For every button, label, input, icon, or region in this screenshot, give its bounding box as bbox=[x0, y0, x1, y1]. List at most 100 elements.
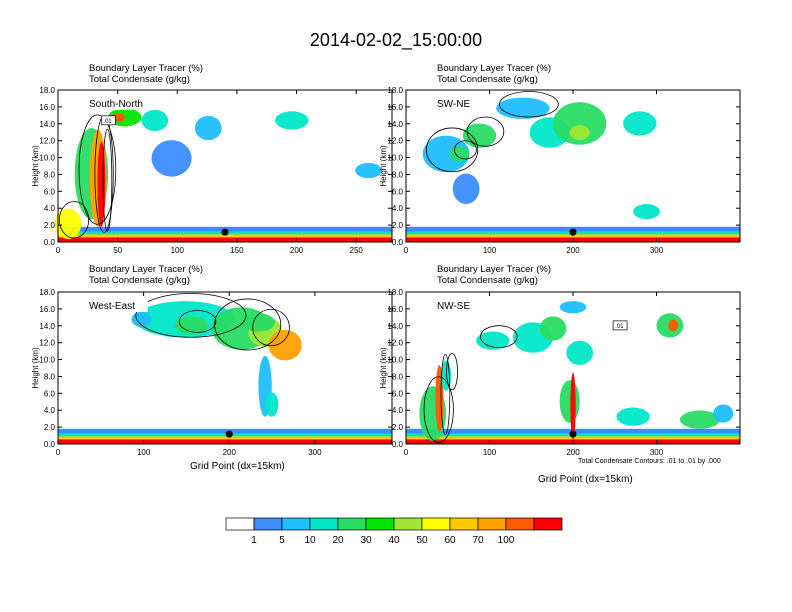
panel-label: SW-NE bbox=[437, 99, 470, 110]
tracer-region bbox=[268, 330, 302, 361]
subtitle-tracer: Boundary Layer Tracer (%) bbox=[89, 264, 204, 275]
y-tick-label: 0.0 bbox=[44, 238, 56, 247]
tracer-region bbox=[559, 301, 587, 314]
location-marker bbox=[221, 228, 229, 236]
colorbar-swatch bbox=[337, 517, 367, 531]
x-tick-label: 250 bbox=[350, 246, 364, 255]
plot-frame bbox=[57, 291, 393, 445]
subtitle-condensate: Total Condensate (g/kg) bbox=[437, 74, 538, 85]
x-tick-label: 200 bbox=[223, 448, 237, 457]
y-tick-label: 2.0 bbox=[44, 423, 56, 432]
plot-area bbox=[58, 90, 392, 242]
y-tick-label: 14.0 bbox=[39, 322, 55, 331]
y-axis-title: Height (km) bbox=[31, 145, 40, 187]
y-tick-label: 4.0 bbox=[44, 406, 56, 415]
x-tick-label: 300 bbox=[308, 448, 322, 457]
panel-label-bg bbox=[86, 298, 148, 312]
subtitle-tracer: Boundary Layer Tracer (%) bbox=[89, 63, 204, 74]
colorbar-label: 30 bbox=[360, 535, 372, 546]
boundary-layer-band bbox=[58, 439, 392, 444]
x-tick-label: 300 bbox=[650, 246, 664, 255]
y-tick-label: 14.0 bbox=[387, 322, 403, 331]
tracer-region bbox=[570, 372, 576, 440]
y-tick-label: 2.0 bbox=[392, 423, 404, 432]
panel-west-east: 0.0 2.0 4.0 6.0 8.0 10.0 12.0 14.0 16.0 18.0 0 100 2… bbox=[31, 288, 393, 457]
y-axis-title: Height (km) bbox=[31, 347, 40, 389]
subtitle-condensate: Total Condensate (g/kg) bbox=[89, 74, 190, 85]
y-tick-label: 0.0 bbox=[392, 238, 404, 247]
y-tick-label: 10.0 bbox=[39, 356, 55, 365]
panel-label: West-East bbox=[89, 301, 135, 312]
colorbar-label: 10 bbox=[304, 535, 316, 546]
x-tick-label: 0 bbox=[404, 246, 409, 255]
y-tick-label: 12.0 bbox=[39, 137, 55, 146]
contour-label: .01 bbox=[615, 324, 624, 330]
x-tick-label: 100 bbox=[483, 448, 497, 457]
tracer-region bbox=[476, 331, 510, 350]
condensate-contour bbox=[440, 353, 451, 435]
y-tick-label: 16.0 bbox=[387, 305, 403, 314]
tracer-region bbox=[355, 162, 382, 179]
tracer-region bbox=[569, 124, 590, 141]
y-tick-label: 16.0 bbox=[387, 103, 403, 112]
colorbar-label: 20 bbox=[332, 535, 344, 546]
tracer-region bbox=[566, 340, 594, 365]
y-axis-title: Height (km) bbox=[379, 347, 388, 389]
tracer-region bbox=[633, 204, 660, 220]
y-tick-label: 10.0 bbox=[387, 154, 403, 163]
y-tick-label: 6.0 bbox=[44, 389, 56, 398]
condensate-contour bbox=[214, 298, 282, 351]
x-tick-label: 50 bbox=[113, 246, 122, 255]
x-tick-label: 100 bbox=[137, 448, 151, 457]
tracer-region bbox=[616, 407, 650, 426]
colorbar-swatch bbox=[393, 517, 423, 531]
y-tick-label: 2.0 bbox=[44, 221, 56, 230]
condensate-contour bbox=[466, 116, 505, 147]
boundary-layer-band bbox=[58, 237, 392, 242]
y-tick-label: 12.0 bbox=[39, 339, 55, 348]
tracer-region bbox=[141, 109, 169, 132]
panel-label-bg bbox=[434, 298, 471, 312]
panel-nw-se: 0.0 2.0 4.0 6.0 8.0 10.0 12.0 14.0 16.0 18.0 0 100 2… bbox=[379, 288, 741, 457]
y-tick-label: 12.0 bbox=[387, 339, 403, 348]
y-tick-label: 8.0 bbox=[44, 170, 56, 179]
x-tick-label: 200 bbox=[566, 448, 580, 457]
condensate-contour bbox=[499, 91, 559, 118]
y-tick-label: 6.0 bbox=[392, 187, 404, 196]
colorbar-label: 60 bbox=[444, 535, 456, 546]
panel-subtitle-south-north: Boundary Layer Tracer (%) Total Condensa… bbox=[89, 63, 203, 85]
contour-label-box bbox=[101, 115, 116, 126]
y-tick-label: 0.0 bbox=[392, 440, 404, 449]
tracer-region bbox=[452, 173, 480, 204]
y-tick-label: 10.0 bbox=[387, 356, 403, 365]
condensate-contour bbox=[425, 127, 479, 173]
y-tick-label: 12.0 bbox=[387, 137, 403, 146]
y-tick-label: 0.0 bbox=[44, 440, 56, 449]
x-tick-label: 100 bbox=[483, 246, 497, 255]
x-tick-label: 200 bbox=[566, 246, 580, 255]
colorbar-swatch bbox=[421, 517, 451, 531]
colorbar-label: 40 bbox=[388, 535, 400, 546]
tracer-region bbox=[623, 111, 657, 136]
colorbar-swatch bbox=[253, 517, 283, 531]
condensate-contour bbox=[135, 293, 247, 338]
tracer-region bbox=[668, 319, 679, 332]
x-tick-label: 0 bbox=[56, 246, 61, 255]
condensate-contour bbox=[454, 140, 477, 160]
condensate-contour bbox=[58, 201, 90, 239]
y-tick-label: 4.0 bbox=[44, 204, 56, 213]
tracer-region bbox=[108, 108, 142, 127]
contour-label-box bbox=[612, 320, 628, 331]
subtitle-condensate: Total Condensate (g/kg) bbox=[437, 275, 538, 286]
y-tick-label: 8.0 bbox=[392, 170, 404, 179]
colorbar-swatch bbox=[449, 517, 479, 531]
tracer-region bbox=[174, 316, 209, 335]
condensate-contour bbox=[102, 128, 113, 232]
colorbar-swatch bbox=[533, 517, 563, 531]
colorbar-swatch bbox=[225, 517, 255, 531]
panel-subtitle-west-east: Boundary Layer Tracer (%) Total Condensa… bbox=[89, 264, 203, 286]
subtitle-tracer: Boundary Layer Tracer (%) bbox=[437, 63, 552, 74]
x-tick-label: 300 bbox=[650, 448, 664, 457]
y-tick-label: 8.0 bbox=[44, 372, 56, 381]
colorbar: 1 5 10 20 30 40 50 60 70 100 bbox=[225, 517, 563, 546]
